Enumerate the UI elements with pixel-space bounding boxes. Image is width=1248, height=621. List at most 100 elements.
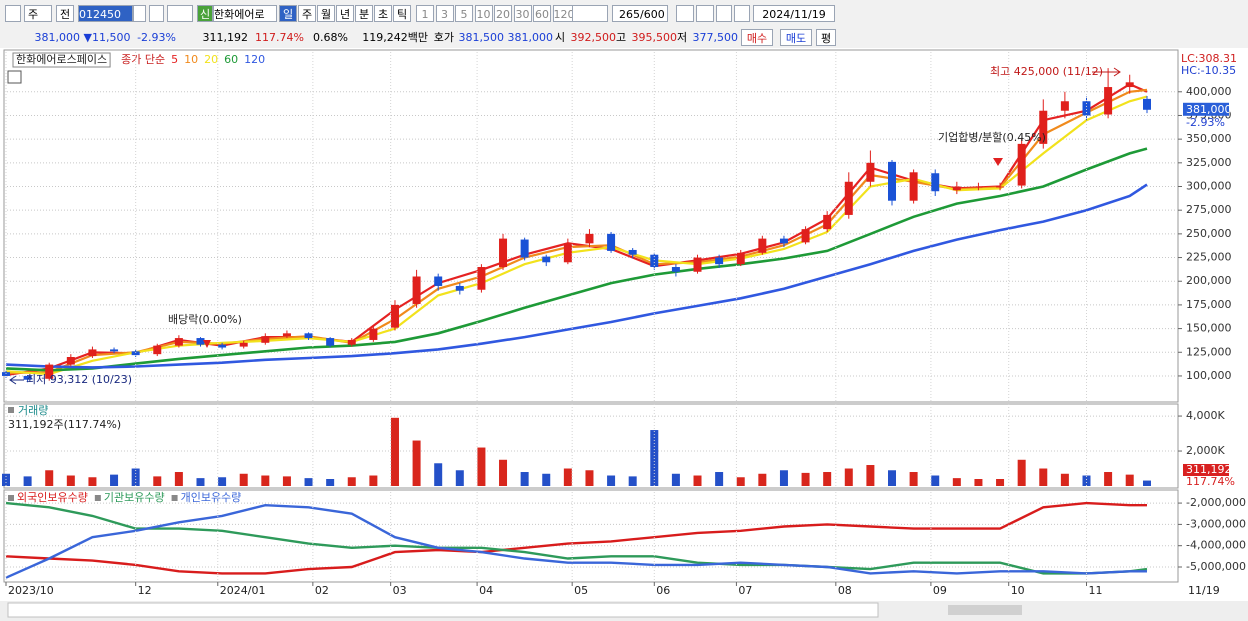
last-price-box [1183, 102, 1229, 116]
candle-body [758, 238, 767, 253]
volume-bar [218, 477, 227, 486]
turnover: 0.68% [313, 31, 348, 44]
volume-panel [3, 403, 1179, 489]
candle-body [131, 351, 140, 356]
period-button[interactable]: 분 [355, 5, 373, 22]
buy-button[interactable]: 매수 [741, 29, 773, 46]
candle-body [844, 181, 853, 215]
x-tick-label: 05 [574, 584, 588, 597]
interval-button[interactable]: 10 [474, 5, 493, 22]
volume-rate: 117.74% [255, 31, 304, 44]
sell-button[interactable]: 매도 [780, 29, 812, 46]
settings-icon[interactable] [734, 5, 750, 22]
volume-bar [520, 472, 529, 486]
candle-body [499, 238, 508, 268]
interval-button[interactable]: 20 [494, 5, 512, 22]
candle-body [434, 276, 443, 286]
avg-button[interactable]: 평 [816, 29, 836, 46]
volume-bar [477, 447, 486, 486]
candle-body [520, 239, 529, 258]
interval-button[interactable]: 3 [435, 5, 454, 22]
price: 381,000 ▼ [34, 31, 92, 44]
zoom-slider[interactable] [948, 605, 1022, 615]
candle-body [304, 333, 313, 339]
table-icon[interactable] [7, 70, 22, 84]
x-tick-label: 10 [1011, 584, 1025, 597]
y-tick-label: -4,000,000 [1186, 539, 1246, 552]
period-button[interactable]: 년 [336, 5, 354, 22]
search-icon[interactable] [149, 5, 164, 22]
period-button[interactable]: 초 [374, 5, 392, 22]
candle-body [542, 256, 551, 263]
volume-bar [823, 472, 832, 486]
annotation-arrow [203, 340, 211, 348]
volume-bar [607, 475, 616, 486]
high-label: 고 [616, 31, 627, 44]
scroll-track[interactable] [7, 602, 879, 618]
sound-icon[interactable] [167, 5, 193, 22]
period-button[interactable]: 틱 [393, 5, 411, 22]
bid: 381,000 [507, 31, 554, 44]
blank-dropdown[interactable] [572, 5, 608, 22]
x-tick-label: 02 [315, 584, 329, 597]
panel-subtitle: 311,192주(117.74%) [8, 418, 121, 431]
volume-bar [23, 476, 32, 486]
volume-bar [909, 472, 918, 486]
volume-bar [715, 472, 724, 486]
x-end-label: 11/19 [1188, 584, 1220, 597]
candle-body [909, 172, 918, 201]
tool-icon[interactable] [696, 5, 714, 22]
investor-line [5, 501, 1148, 575]
candle-body [823, 214, 832, 230]
volume-bar [736, 477, 745, 486]
annotation: 배당락(0.00%) [168, 313, 242, 326]
save-icon[interactable] [716, 5, 732, 22]
candle-body [779, 238, 788, 244]
prev-button[interactable]: 전 [56, 5, 74, 22]
ma-line [5, 147, 1148, 372]
investor-panel [3, 489, 1179, 583]
last-volume-rate: 117.74% [1186, 475, 1235, 488]
legend-entry: 10 [184, 53, 198, 66]
interval-button[interactable]: 120 [552, 5, 573, 22]
volume-bar [866, 465, 875, 486]
interval-button[interactable]: 30 [513, 5, 532, 22]
y-tick-label: 400,000 [1186, 85, 1232, 98]
tool-icon[interactable] [676, 5, 694, 22]
volume-bar [1143, 480, 1151, 486]
ma-line [5, 183, 1148, 369]
menu-icon[interactable] [5, 5, 21, 22]
candle-body [801, 229, 810, 243]
y-tick-label: 275,000 [1186, 203, 1232, 216]
bar-count[interactable]: 265 [612, 5, 640, 22]
x-tick-label: 04 [479, 584, 493, 597]
volume-bar [412, 440, 421, 486]
candle-body [369, 328, 378, 340]
ask-label: 호가 [433, 31, 454, 44]
period-button[interactable]: 일 [279, 5, 297, 22]
candle-body [563, 243, 572, 263]
panel-title: 거래량 [18, 404, 48, 417]
code-dropdown[interactable] [133, 5, 146, 22]
interval-button[interactable]: 1 [416, 5, 434, 22]
code-input[interactable]: 012450 [78, 5, 133, 22]
open-label: 시 [555, 31, 566, 44]
candle-body [1104, 87, 1113, 115]
mode-select[interactable]: 주 [24, 5, 52, 22]
quote-bar: 381,000 ▼ 11,500 -2.93% 311,192 117.74% … [0, 28, 1248, 49]
x-tick-label: 2023/10 [8, 584, 54, 597]
period-button[interactable]: 월 [317, 5, 335, 22]
x-tick-label: 11 [1088, 584, 1102, 597]
interval-button[interactable]: 60 [533, 5, 551, 22]
date-input[interactable]: 2024/11/19 [753, 5, 835, 22]
interval-button[interactable]: 5 [455, 5, 473, 22]
period-button[interactable]: 주 [298, 5, 316, 22]
legend-entry: 기관보유수량 [104, 491, 165, 504]
y-tick-label: -2,000,000 [1186, 496, 1246, 509]
legend-marker [171, 495, 178, 501]
volume-bar [844, 468, 853, 486]
volume-bar [110, 474, 119, 486]
candle-body [261, 336, 270, 343]
candle-body [866, 162, 875, 182]
candle-body [974, 186, 983, 188]
